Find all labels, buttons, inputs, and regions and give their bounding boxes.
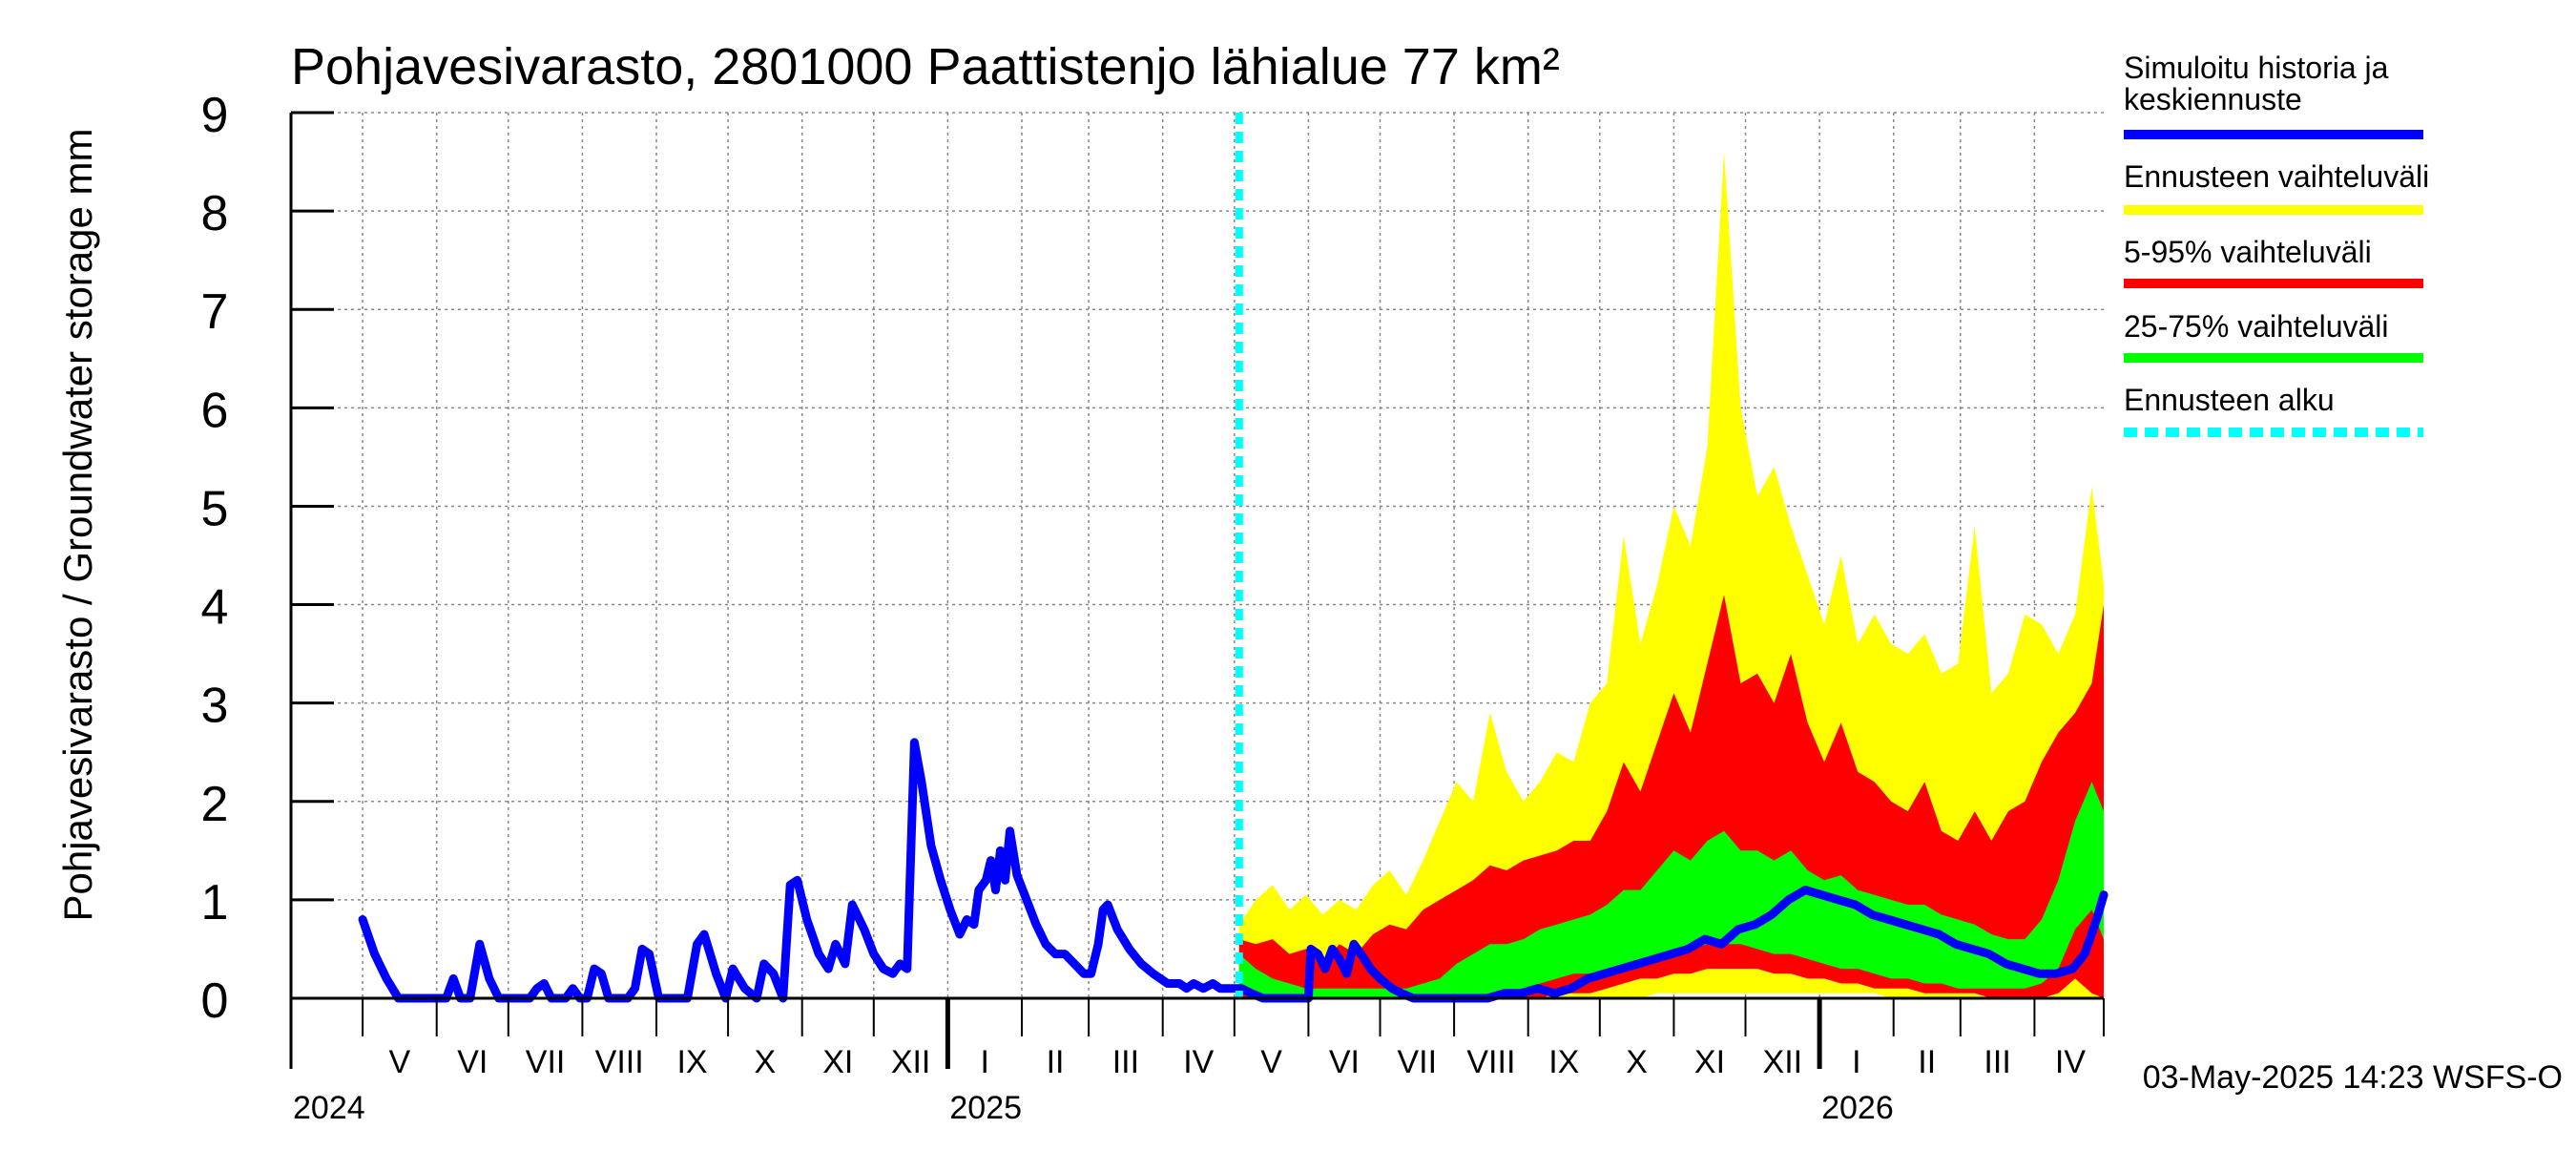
month-label: VII	[526, 1044, 566, 1080]
y-tick-label: 4	[201, 580, 229, 636]
month-label: IX	[676, 1044, 707, 1080]
y-tick-label: 3	[201, 679, 229, 734]
month-label: IV	[2055, 1044, 2086, 1080]
month-label: II	[1918, 1044, 1936, 1080]
year-label: 2024	[293, 1090, 365, 1126]
label-layer: Pohjavesivarasto, 2801000 Paattistenjo l…	[55, 38, 2563, 1126]
month-label: III	[1112, 1044, 1139, 1080]
y-axis-label: Pohjavesivarasto / Groundwater storage m…	[55, 128, 100, 921]
timestamp-label: 03-May-2025 14:23 WSFS-O	[2143, 1059, 2563, 1096]
legend-label-2: 5-95% vaihteluväli	[2124, 235, 2372, 269]
axes-layer	[289, 111, 2105, 1069]
legend-label-4: Ennusteen alku	[2124, 383, 2335, 417]
month-label: IV	[1183, 1044, 1214, 1080]
month-label: XI	[822, 1044, 853, 1080]
month-label: IX	[1548, 1044, 1579, 1080]
grid-layer	[291, 112, 2104, 998]
y-tick-label: 2	[201, 777, 229, 832]
month-label: V	[1260, 1044, 1282, 1080]
legend: Simuloitu historia ja keskiennuste Ennuste…	[2124, 51, 2429, 437]
y-tick-label: 6	[201, 383, 229, 438]
y-tick-label: 5	[201, 481, 229, 536]
series-line-0	[358, 738, 2109, 1003]
year-label: 2026	[1821, 1090, 1894, 1126]
month-label: X	[1626, 1044, 1648, 1080]
band-0	[1238, 152, 2104, 998]
year-label: 2025	[949, 1090, 1022, 1126]
band-1	[1238, 595, 2104, 998]
y-tick-label: 0	[201, 973, 229, 1029]
month-label: I	[1852, 1044, 1860, 1080]
month-label: I	[980, 1044, 988, 1080]
legend-label-1: Ennusteen vaihteluväli	[2124, 159, 2429, 194]
month-label: VIII	[1466, 1044, 1515, 1080]
month-label: III	[1984, 1044, 2010, 1080]
month-label: VII	[1398, 1044, 1438, 1080]
y-tick-label: 1	[201, 875, 229, 930]
month-label: VI	[457, 1044, 488, 1080]
band-2	[1238, 782, 2104, 998]
series-layer	[358, 113, 2109, 1003]
legend-label-3: 25-75% vaihteluväli	[2124, 309, 2389, 344]
month-label: II	[1047, 1044, 1065, 1080]
band-layer	[1238, 152, 2104, 998]
y-tick-label: 8	[201, 186, 229, 241]
month-label: VIII	[595, 1044, 644, 1080]
y-tick-label: 7	[201, 284, 229, 340]
chart-title: Pohjavesivarasto, 2801000 Paattistenjo l…	[291, 38, 1560, 95]
month-label: XII	[1763, 1044, 1803, 1080]
month-label: V	[389, 1044, 411, 1080]
month-label: XII	[891, 1044, 931, 1080]
month-label: XI	[1694, 1044, 1725, 1080]
legend-label-0: Simuloitu historia ja keskiennuste	[2124, 51, 2389, 116]
month-label: VI	[1329, 1044, 1360, 1080]
y-tick-label: 9	[201, 88, 229, 143]
month-label: X	[755, 1044, 777, 1080]
